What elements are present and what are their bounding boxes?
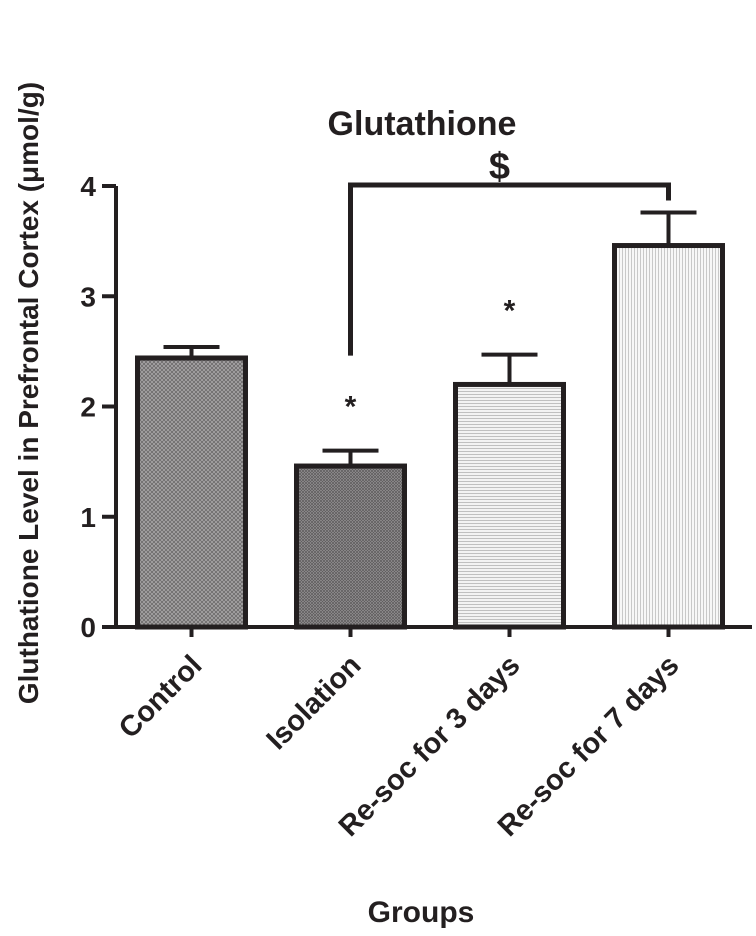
bar xyxy=(453,381,566,630)
y-axis-label: Gluthatione Level in Prefrontal Cortex (… xyxy=(13,82,44,704)
y-tick-label: 2 xyxy=(80,392,96,423)
bracket-label: $ xyxy=(489,146,510,188)
chart-title: Glutathione xyxy=(328,105,517,143)
x-axis-label: Groups xyxy=(368,896,475,929)
significance-mark: * xyxy=(345,391,357,424)
bar xyxy=(612,243,725,630)
y-tick-label: 4 xyxy=(80,171,96,202)
y-tick-label: 0 xyxy=(80,612,96,643)
significance-mark: * xyxy=(504,295,516,328)
x-tick-label: Control xyxy=(113,649,209,745)
x-tick-label: Isolation xyxy=(261,649,368,756)
bar xyxy=(135,355,248,630)
significance-bracket xyxy=(348,182,671,356)
y-tick-label: 1 xyxy=(80,502,96,533)
y-tick-label: 3 xyxy=(80,281,96,312)
x-tick-label: Re-soc for 7 days xyxy=(492,649,686,843)
bar xyxy=(294,463,407,630)
